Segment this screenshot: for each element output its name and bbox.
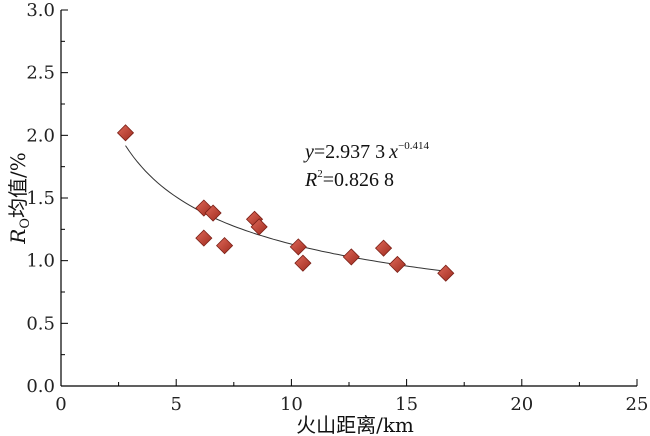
x-tick-label: 25 [626, 394, 649, 415]
data-point [289, 238, 307, 256]
data-point [294, 254, 312, 272]
axes [60, 10, 637, 387]
data-point [195, 229, 213, 247]
data-point [388, 255, 406, 273]
x-axis-title: 火山距离/km [296, 413, 414, 436]
fit-curve-group [125, 145, 446, 272]
r-squared-label: R2=0.826 8 [304, 168, 394, 191]
y-tick-label: 2.5 [26, 63, 55, 84]
data-point [216, 237, 234, 255]
x-tick-label: 15 [395, 394, 418, 415]
fit-equation: y=2.937 3 x−0.414 [303, 140, 430, 163]
x-tick-label: 20 [510, 394, 533, 415]
fit-curve [125, 145, 446, 272]
data-point [116, 124, 135, 142]
y-tick-label: 3.0 [26, 0, 55, 21]
data-point [204, 204, 222, 222]
data-point [250, 218, 268, 236]
y-axis-title: RO均值/% [6, 152, 33, 244]
x-tick-label: 0 [55, 394, 66, 415]
y-tick-label: 0.0 [26, 376, 55, 397]
ticks: 0.0 0.5 1.0 1.5 2.0 2.5 3.0 0 5 10 15 20 25 [26, 0, 648, 415]
data-points [116, 124, 455, 282]
y-tick-label: 1.0 [26, 251, 55, 272]
x-tick-label: 10 [280, 394, 303, 415]
data-point [374, 239, 393, 257]
y-tick-label: 0.5 [26, 313, 55, 334]
x-tick-label: 5 [170, 394, 181, 415]
data-point [342, 248, 360, 266]
y-tick-label: 2.0 [26, 125, 55, 146]
data-point [437, 264, 455, 282]
y-tick-label: 1.5 [26, 188, 55, 209]
